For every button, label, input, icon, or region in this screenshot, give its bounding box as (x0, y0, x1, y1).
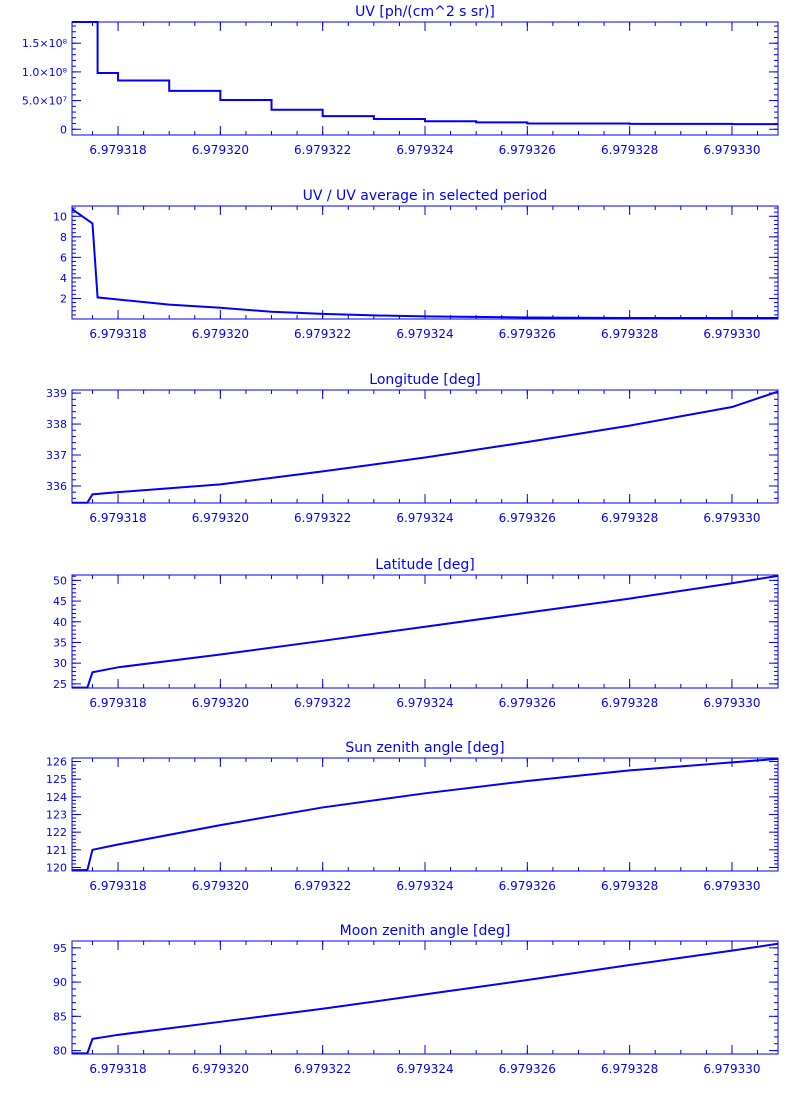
y-tick-label: 120 (46, 861, 67, 874)
chart-title: Longitude [deg] (369, 372, 480, 388)
x-tick-label: 6.979322 (294, 1062, 351, 1076)
y-tick-label: 90 (53, 976, 67, 989)
series-line-1 (72, 390, 779, 504)
chart-panel-6: Moon zenith angle [deg] 6.979318 6.979320 6… (53, 923, 779, 1076)
x-tick-label: 6.979326 (499, 511, 556, 525)
x-tick-label: 6.979328 (601, 511, 658, 525)
series-line-1 (72, 942, 779, 1055)
x-tick-label: 6.979326 (499, 1062, 556, 1076)
x-tick-label: 6.979330 (703, 1062, 760, 1076)
x-tick-label: 6.979324 (396, 1062, 453, 1076)
chart-title: UV / UV average in selected period (303, 188, 548, 204)
x-tick-label: 6.979322 (294, 879, 351, 893)
y-tick-label: 35 (53, 636, 67, 649)
y-tick-label: 338 (46, 418, 67, 431)
x-tick-label: 6.979322 (294, 696, 351, 710)
x-tick-label: 6.979320 (192, 143, 249, 157)
x-tick-label: 6.979326 (499, 696, 556, 710)
x-tick-label: 6.979328 (601, 1062, 658, 1076)
y-tick-label: 122 (46, 826, 67, 839)
y-tick-label: 25 (53, 678, 67, 691)
series-line-1 (72, 21, 778, 126)
x-tick-label: 6.979326 (499, 143, 556, 157)
x-tick-label: 6.979324 (396, 511, 453, 525)
y-tick-label: 123 (46, 809, 67, 822)
y-tick-label: 121 (46, 844, 67, 857)
y-tick-label: 95 (53, 942, 67, 955)
y-tick-label: 30 (53, 657, 67, 670)
x-tick-label: 6.979320 (192, 696, 249, 710)
y-tick-label: 339 (46, 387, 67, 400)
y-tick-label: 85 (53, 1010, 67, 1023)
x-tick-label: 6.979320 (192, 1062, 249, 1076)
chart-title: Sun zenith angle [deg] (345, 740, 504, 756)
x-tick-label: 6.979320 (192, 327, 249, 341)
x-tick-label: 6.979330 (703, 327, 760, 341)
y-tick-label: 1.5×10⁸ (22, 37, 68, 50)
x-tick-label: 6.979328 (601, 696, 658, 710)
x-tick-label: 6.979324 (396, 143, 453, 157)
x-tick-label: 6.979324 (396, 696, 453, 710)
y-tick-label: 4 (60, 272, 67, 285)
x-tick-label: 6.979330 (703, 696, 760, 710)
y-tick-label: 8 (60, 231, 67, 244)
y-tick-label: 10 (53, 210, 67, 223)
x-tick-label: 6.979330 (703, 511, 760, 525)
chart-title: Moon zenith angle [deg] (340, 923, 511, 939)
series-line-1 (72, 574, 779, 689)
y-tick-label: 124 (46, 791, 67, 804)
series-line-1 (71, 208, 778, 319)
chart-panel-2: UV / UV average in selected period 6.9793… (53, 188, 779, 341)
x-tick-label: 6.979318 (89, 143, 146, 157)
chart-panel-4: Latitude [deg] 6.979318 6.979320 6.979322 6.… (53, 557, 779, 710)
x-tick-label: 6.979318 (89, 1062, 146, 1076)
x-tick-label: 6.979318 (89, 511, 146, 525)
y-tick-label: 2 (60, 292, 67, 305)
y-tick-label: 337 (46, 449, 67, 462)
x-tick-label: 6.979320 (192, 879, 249, 893)
x-tick-label: 6.979322 (294, 143, 351, 157)
series-line-1 (72, 757, 779, 872)
x-tick-label: 6.979318 (89, 879, 146, 893)
plot-frame (71, 205, 779, 320)
x-tick-label: 6.979328 (601, 879, 658, 893)
y-tick-label: 6 (60, 251, 67, 264)
y-tick-label: 40 (53, 616, 67, 629)
plot-frame (71, 940, 779, 1055)
y-tick-label: 80 (53, 1045, 67, 1058)
x-tick-label: 6.979330 (703, 143, 760, 157)
plot-frame (71, 389, 779, 504)
x-tick-label: 6.979328 (601, 143, 658, 157)
x-tick-label: 6.979326 (499, 327, 556, 341)
x-tick-label: 6.979326 (499, 879, 556, 893)
chart-title: UV [ph/(cm^2 s sr)] (355, 4, 495, 20)
plot-frame (71, 757, 779, 872)
x-tick-label: 6.979318 (89, 696, 146, 710)
chart-panel-3: Longitude [deg] 6.979318 6.979320 6.979322 6… (46, 372, 779, 525)
y-tick-label: 0 (60, 123, 67, 136)
chart-panel-1: UV [ph/(cm^2 s sr)] 6.979318 6.979320 6.979… (22, 4, 779, 157)
x-tick-label: 6.979322 (294, 511, 351, 525)
y-tick-label: 5.0×10⁷ (22, 95, 67, 108)
y-tick-label: 45 (53, 595, 67, 608)
y-tick-label: 1.0×10⁸ (22, 66, 68, 79)
x-tick-label: 6.979330 (703, 879, 760, 893)
x-tick-label: 6.979318 (89, 327, 146, 341)
x-tick-label: 6.979320 (192, 511, 249, 525)
y-tick-label: 50 (53, 574, 67, 587)
x-tick-label: 6.979328 (601, 327, 658, 341)
x-tick-label: 6.979324 (396, 879, 453, 893)
y-tick-label: 126 (46, 756, 67, 769)
chart-title: Latitude [deg] (375, 557, 474, 573)
x-tick-label: 6.979324 (396, 327, 453, 341)
y-tick-label: 336 (46, 480, 67, 493)
y-tick-label: 125 (46, 773, 67, 786)
x-tick-label: 6.979322 (294, 327, 351, 341)
chart-panel-5: Sun zenith angle [deg] 6.979318 6.979320 6.… (46, 740, 779, 893)
